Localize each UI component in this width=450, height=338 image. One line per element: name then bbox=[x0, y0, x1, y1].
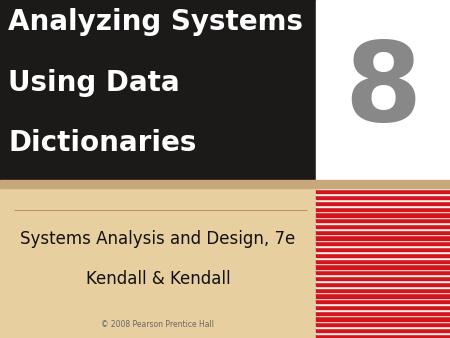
Bar bbox=[316, 286, 450, 288]
Bar bbox=[316, 188, 450, 189]
Bar bbox=[316, 201, 450, 205]
Bar bbox=[316, 288, 450, 292]
Bar bbox=[316, 240, 450, 241]
Text: Using Data: Using Data bbox=[8, 69, 180, 97]
Bar bbox=[316, 251, 450, 253]
Text: Systems Analysis and Design, 7e: Systems Analysis and Design, 7e bbox=[20, 230, 296, 248]
Bar bbox=[316, 293, 450, 297]
Bar bbox=[316, 189, 450, 193]
Bar bbox=[316, 230, 450, 234]
Bar bbox=[316, 315, 450, 316]
Bar bbox=[316, 224, 450, 228]
Bar bbox=[316, 212, 450, 217]
Text: Kendall & Kendall: Kendall & Kendall bbox=[86, 270, 230, 288]
Bar bbox=[316, 264, 450, 269]
Bar bbox=[316, 211, 450, 212]
Bar bbox=[316, 303, 450, 305]
Bar bbox=[316, 327, 450, 328]
Bar bbox=[316, 311, 450, 315]
Bar bbox=[316, 297, 450, 299]
Bar bbox=[316, 241, 450, 245]
Bar bbox=[316, 280, 450, 282]
Bar bbox=[316, 0, 450, 180]
Bar bbox=[316, 322, 450, 327]
Bar bbox=[316, 292, 450, 293]
Bar bbox=[316, 316, 450, 321]
Bar bbox=[316, 253, 450, 257]
Text: Dictionaries: Dictionaries bbox=[8, 129, 197, 157]
Bar bbox=[316, 247, 450, 251]
Text: Analyzing Systems: Analyzing Systems bbox=[8, 8, 303, 37]
Bar bbox=[316, 218, 450, 222]
Bar bbox=[316, 334, 450, 338]
Bar bbox=[316, 236, 450, 240]
Bar bbox=[316, 234, 450, 236]
Bar bbox=[316, 274, 450, 276]
Bar bbox=[316, 199, 450, 201]
Bar bbox=[316, 217, 450, 218]
Bar bbox=[0, 0, 316, 188]
Text: © 2008 Pearson Prentice Hall: © 2008 Pearson Prentice Hall bbox=[101, 319, 215, 329]
Bar bbox=[316, 305, 450, 309]
Bar bbox=[316, 207, 450, 211]
Bar bbox=[316, 282, 450, 286]
Bar bbox=[0, 188, 316, 338]
Bar bbox=[316, 263, 450, 264]
Bar bbox=[316, 195, 450, 199]
Bar bbox=[316, 332, 450, 334]
Bar bbox=[316, 257, 450, 259]
Bar bbox=[316, 269, 450, 270]
Bar bbox=[316, 328, 450, 332]
Bar bbox=[316, 299, 450, 303]
Bar bbox=[316, 193, 450, 195]
Bar bbox=[316, 309, 450, 311]
Bar bbox=[316, 270, 450, 274]
Bar bbox=[316, 259, 450, 263]
Bar bbox=[0, 180, 450, 188]
Bar bbox=[316, 228, 450, 230]
Bar bbox=[316, 222, 450, 224]
Bar bbox=[316, 245, 450, 247]
Bar bbox=[316, 276, 450, 280]
Bar bbox=[316, 205, 450, 207]
Bar bbox=[316, 321, 450, 322]
Text: 8: 8 bbox=[344, 37, 422, 144]
